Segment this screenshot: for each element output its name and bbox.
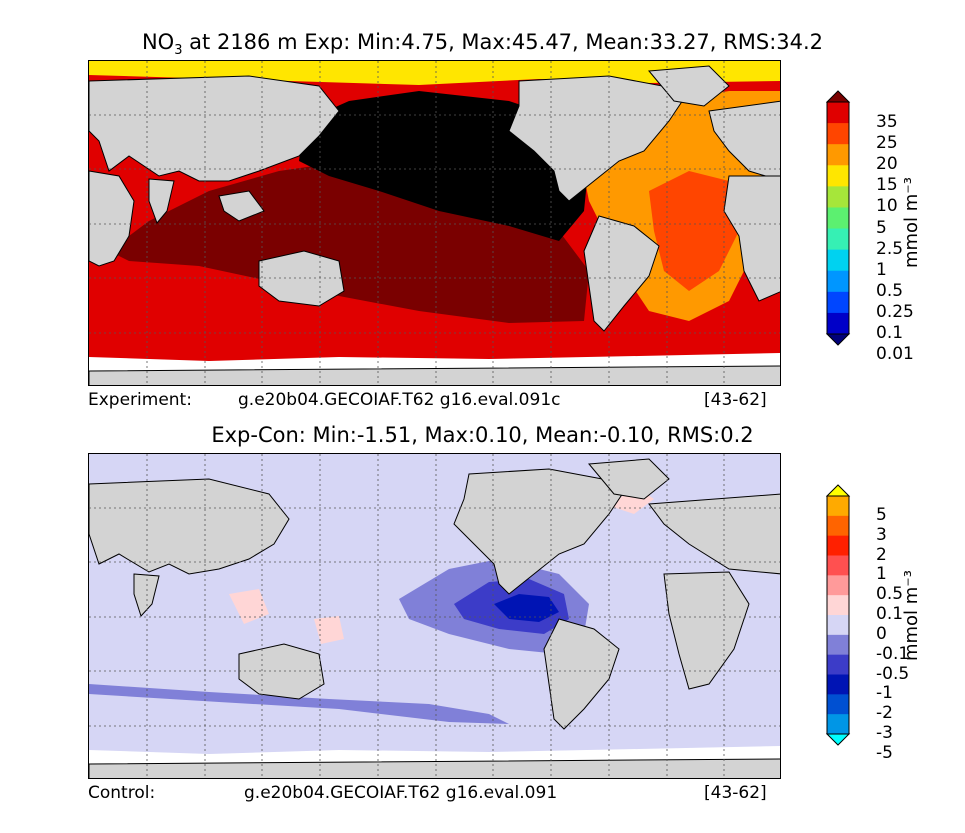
colorbar-tick-label: -5 <box>876 742 893 763</box>
colorbar-tick-label: 2 <box>876 544 887 565</box>
panel1-footer-left: Experiment: <box>88 390 192 410</box>
colorbar-tick-label: 0.25 <box>876 301 914 322</box>
panel2-title: Exp-Con: Min:-1.51, Max:0.10, Mean:-0.10… <box>211 423 754 447</box>
colorbar-segment <box>827 694 849 715</box>
colorbar-extend-bottom <box>826 733 851 746</box>
colorbar-tick-label: 5 <box>876 217 887 238</box>
panel2-map <box>88 453 781 779</box>
colorbar-tick-label: -3 <box>876 723 893 743</box>
colorbar-segment <box>827 228 849 251</box>
colorbar-tick-label: 25 <box>876 133 898 154</box>
panel1-footer-case: g.e20b04.GECOIAF.T62 g16.eval.091c <box>238 390 561 410</box>
colorbar-extend-top <box>826 484 851 497</box>
panel2-footer-case: g.e20b04.GECOIAF.T62 g16.eval.091 <box>244 783 558 803</box>
panel1-title-subscript: 3 <box>174 43 183 59</box>
panel2-colorbar-units: mmol m⁻³ <box>901 569 923 662</box>
colorbar-tick-label: 1 <box>876 564 887 585</box>
colorbar-tick-label: 0 <box>876 623 887 644</box>
colorbar-tick-label: 3 <box>876 524 887 545</box>
colorbar-segment <box>827 634 849 656</box>
colorbar-tick-label: 5 <box>876 504 887 525</box>
colorbar-segment <box>827 312 849 335</box>
colorbar-tick-label: 0.1 <box>876 323 904 343</box>
colorbar-segment <box>827 291 849 314</box>
colorbar-segment <box>827 595 849 616</box>
colorbar-segment <box>827 496 849 517</box>
colorbar-extend-top <box>826 90 851 103</box>
colorbar-tick-label: 0.5 <box>876 280 904 301</box>
panel1-footer-range: [43-62] <box>704 390 767 410</box>
panel1-title-stats: at 2186 m Exp: Min:4.75, Max:45.47, Mean… <box>182 30 824 54</box>
colorbar-segment <box>827 123 849 145</box>
colorbar-segment <box>827 249 849 272</box>
colorbar-extend-bottom <box>826 333 851 346</box>
colorbar-segment <box>827 714 849 735</box>
colorbar-tick-label: 2.5 <box>876 238 904 259</box>
panel1-colorbar-units: mmol m⁻³ <box>901 176 923 269</box>
colorbar-segment <box>827 515 849 537</box>
colorbar-segment <box>827 144 849 166</box>
panel1-title-species: NO <box>141 30 175 54</box>
panel2-colorbar <box>826 484 851 746</box>
colorbar-tick-label: 0.5 <box>876 584 904 605</box>
colorbar-tick-label: 15 <box>876 175 898 196</box>
colorbar-tick-label: -1 <box>876 683 893 704</box>
colorbar-tick-label: 10 <box>876 196 898 217</box>
colorbar-tick-label: 1 <box>876 259 887 280</box>
panel2-footer-left: Control: <box>88 783 156 803</box>
colorbar-segment <box>827 555 849 576</box>
colorbar-tick-label: 0.01 <box>876 344 914 365</box>
panel1-title: NO3 at 2186 m Exp: Min:4.75, Max:45.47, … <box>0 30 965 58</box>
colorbar-segment <box>827 270 849 293</box>
colorbar-segment <box>827 207 849 230</box>
colorbar-segment <box>827 654 849 675</box>
colorbar-segment <box>827 615 849 636</box>
colorbar-tick-label: 0.1 <box>876 604 904 624</box>
colorbar-frame <box>826 495 850 735</box>
colorbar-segment <box>827 674 849 695</box>
panel1-colorbar <box>826 90 851 346</box>
colorbar-segment <box>827 535 849 556</box>
panel1-map <box>88 60 781 386</box>
colorbar-tick-label: -0.5 <box>876 663 910 684</box>
panel2-footer-range: [43-62] <box>704 783 767 803</box>
colorbar-frame <box>826 101 850 335</box>
colorbar-segment <box>827 186 849 208</box>
colorbar-segment <box>827 575 849 596</box>
colorbar-tick-label: 35 <box>876 112 898 133</box>
colorbar-tick-label: -2 <box>876 703 893 724</box>
colorbar-tick-label: 20 <box>876 154 898 175</box>
colorbar-segment <box>827 102 849 124</box>
colorbar-tick-label: -0.1 <box>876 643 910 664</box>
colorbar-segment <box>827 165 849 187</box>
